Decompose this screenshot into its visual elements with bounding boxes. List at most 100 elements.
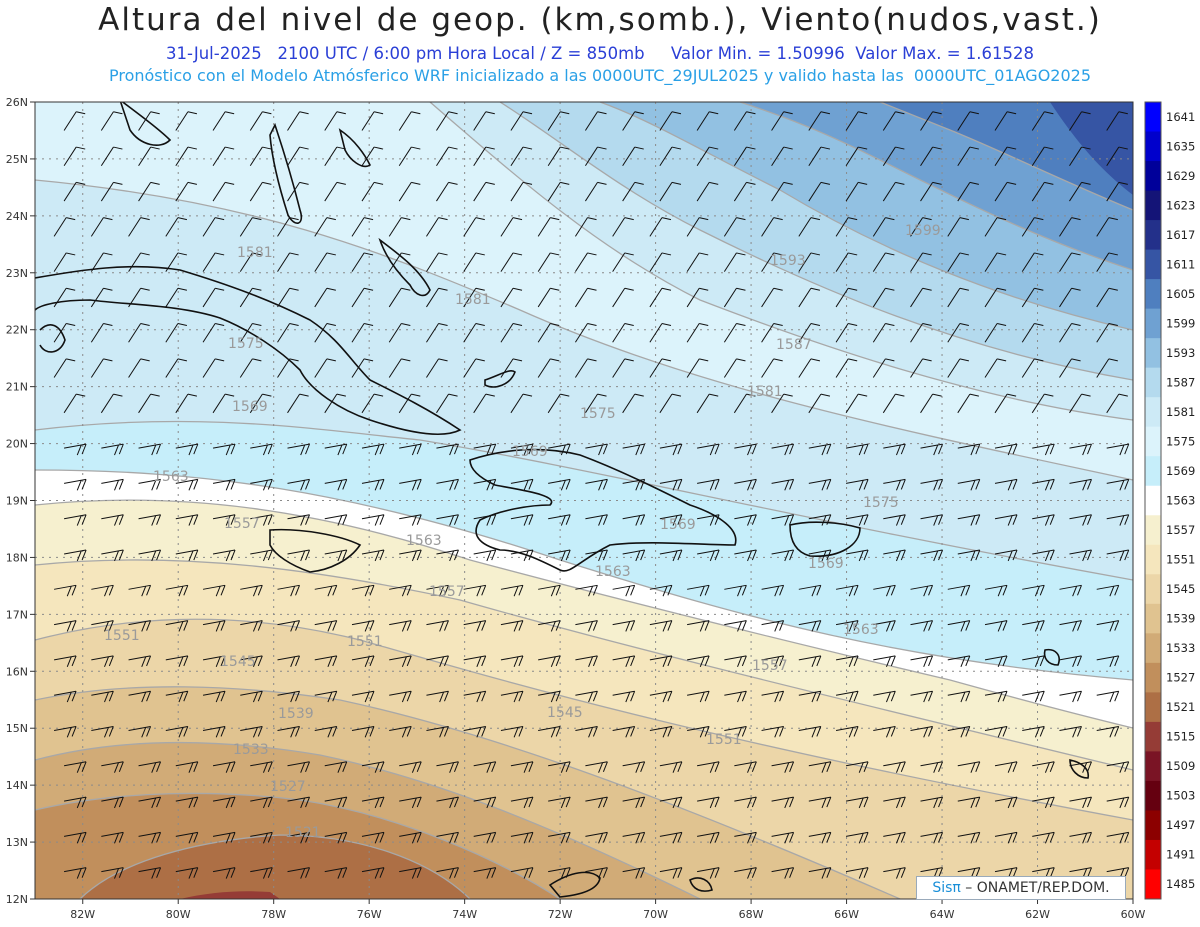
wind-barb-flag xyxy=(262,797,268,809)
wind-barb-shaft xyxy=(584,111,598,131)
wind-barb xyxy=(510,393,533,414)
wind-barb-shaft xyxy=(53,252,67,272)
wind-barb xyxy=(910,655,933,667)
wind-barb xyxy=(361,761,385,773)
wind-barb xyxy=(612,655,636,667)
wind-barb-shaft xyxy=(212,182,226,202)
wind-barb xyxy=(771,146,793,167)
wind-barb-flag xyxy=(114,868,119,879)
wind-barb-flag xyxy=(863,479,869,490)
wind-barb-shaft xyxy=(771,514,794,520)
wind-barb-flag xyxy=(783,181,793,185)
wind-barb-shaft xyxy=(724,655,747,661)
wind-barb-flag xyxy=(959,358,969,362)
wind-barb xyxy=(883,443,906,456)
wind-barb-flag xyxy=(965,726,971,737)
wind-barb-flag xyxy=(438,358,448,362)
contour-label: 1527 xyxy=(270,779,306,795)
wind-barb xyxy=(686,217,709,237)
wind-barb-shaft xyxy=(101,831,124,837)
wind-barb-shaft xyxy=(399,831,422,837)
wind-barb-flag xyxy=(779,620,785,631)
wind-barb-flag xyxy=(146,620,152,631)
wind-barb-flag xyxy=(485,111,495,115)
wind-barb-shaft xyxy=(1106,182,1120,202)
wind-barb-flag xyxy=(550,656,556,667)
wind-barb xyxy=(584,393,607,414)
wind-barb-shaft xyxy=(287,393,301,414)
wind-barb-flag xyxy=(1124,479,1130,490)
wind-barb-flag xyxy=(746,111,756,115)
wind-barb-shaft xyxy=(771,443,794,449)
colorbar-swatch xyxy=(1145,839,1161,870)
wind-barb xyxy=(771,867,795,879)
wind-barb-shaft xyxy=(165,287,179,308)
wind-barb xyxy=(798,620,822,632)
wind-barb-shaft xyxy=(1096,620,1119,626)
wind-barb-flag xyxy=(863,761,869,772)
wind-barb-flag xyxy=(1049,549,1055,561)
wind-barb xyxy=(548,796,571,809)
wind-barb-flag xyxy=(598,480,604,491)
wind-barb xyxy=(659,796,683,809)
wind-barb xyxy=(510,831,534,844)
wind-barb-flag xyxy=(363,287,374,291)
wind-barb-shaft xyxy=(659,182,673,202)
wind-barb xyxy=(548,549,571,562)
wind-barb-flag xyxy=(938,832,943,843)
wind-barb-flag xyxy=(215,323,225,327)
wind-barb xyxy=(548,478,571,491)
wind-barb-shaft xyxy=(500,690,524,696)
wind-barb-shaft xyxy=(1022,620,1045,626)
wind-barb-flag xyxy=(476,691,482,703)
wind-barb-flag xyxy=(113,393,123,397)
wind-barb-flag xyxy=(970,444,976,456)
wind-barb-flag xyxy=(1012,443,1018,455)
wind-barb-shaft xyxy=(548,443,571,449)
wind-barb xyxy=(212,443,236,456)
wind-barb xyxy=(724,690,747,703)
wind-barb-flag xyxy=(220,691,226,702)
wind-barb-flag xyxy=(156,832,162,843)
wind-barb-flag xyxy=(997,323,1007,327)
wind-barb xyxy=(761,655,785,667)
wind-barb-flag xyxy=(741,726,747,737)
wind-barb xyxy=(696,111,719,131)
wind-barb xyxy=(724,620,747,632)
wind-barb-flag xyxy=(933,833,939,844)
wind-barb-flag xyxy=(634,393,644,397)
wind-barb xyxy=(1031,146,1054,167)
wind-barb-flag xyxy=(677,832,683,843)
wind-barb xyxy=(947,725,971,738)
wind-barb-shaft xyxy=(128,323,142,343)
wind-barb xyxy=(101,796,124,809)
wind-barb-shaft xyxy=(883,478,906,484)
y-tick-label: 16N xyxy=(6,665,28,678)
wind-barb-flag xyxy=(588,656,594,667)
wind-barb-flag xyxy=(960,727,966,738)
wind-barb-flag xyxy=(373,181,384,185)
wind-barb xyxy=(584,111,607,131)
wind-barb-flag xyxy=(215,287,225,291)
wind-barb-flag xyxy=(858,480,864,491)
wind-barb-flag xyxy=(1118,181,1128,185)
wind-barb-shaft xyxy=(53,287,67,308)
wind-barb-shaft xyxy=(1069,761,1092,767)
wind-barb xyxy=(398,146,421,167)
y-tick-label: 15N xyxy=(6,722,28,735)
wind-barb-flag xyxy=(379,479,385,490)
wind-barb-flag xyxy=(114,797,119,809)
wind-barb-flag xyxy=(481,691,487,702)
wind-barb-flag xyxy=(491,761,497,772)
wind-barb-flag xyxy=(1002,726,1008,737)
wind-barb xyxy=(324,867,348,879)
wind-barb xyxy=(548,867,571,879)
wind-barb xyxy=(63,146,86,167)
wind-barb-shaft xyxy=(835,725,859,731)
wind-barb-flag xyxy=(997,358,1007,362)
wind-barb-shaft xyxy=(622,478,645,484)
wind-barb xyxy=(734,514,757,526)
wind-barb-flag xyxy=(66,691,72,703)
y-tick-label: 17N xyxy=(6,608,28,621)
wind-barb-flag xyxy=(1049,479,1055,490)
